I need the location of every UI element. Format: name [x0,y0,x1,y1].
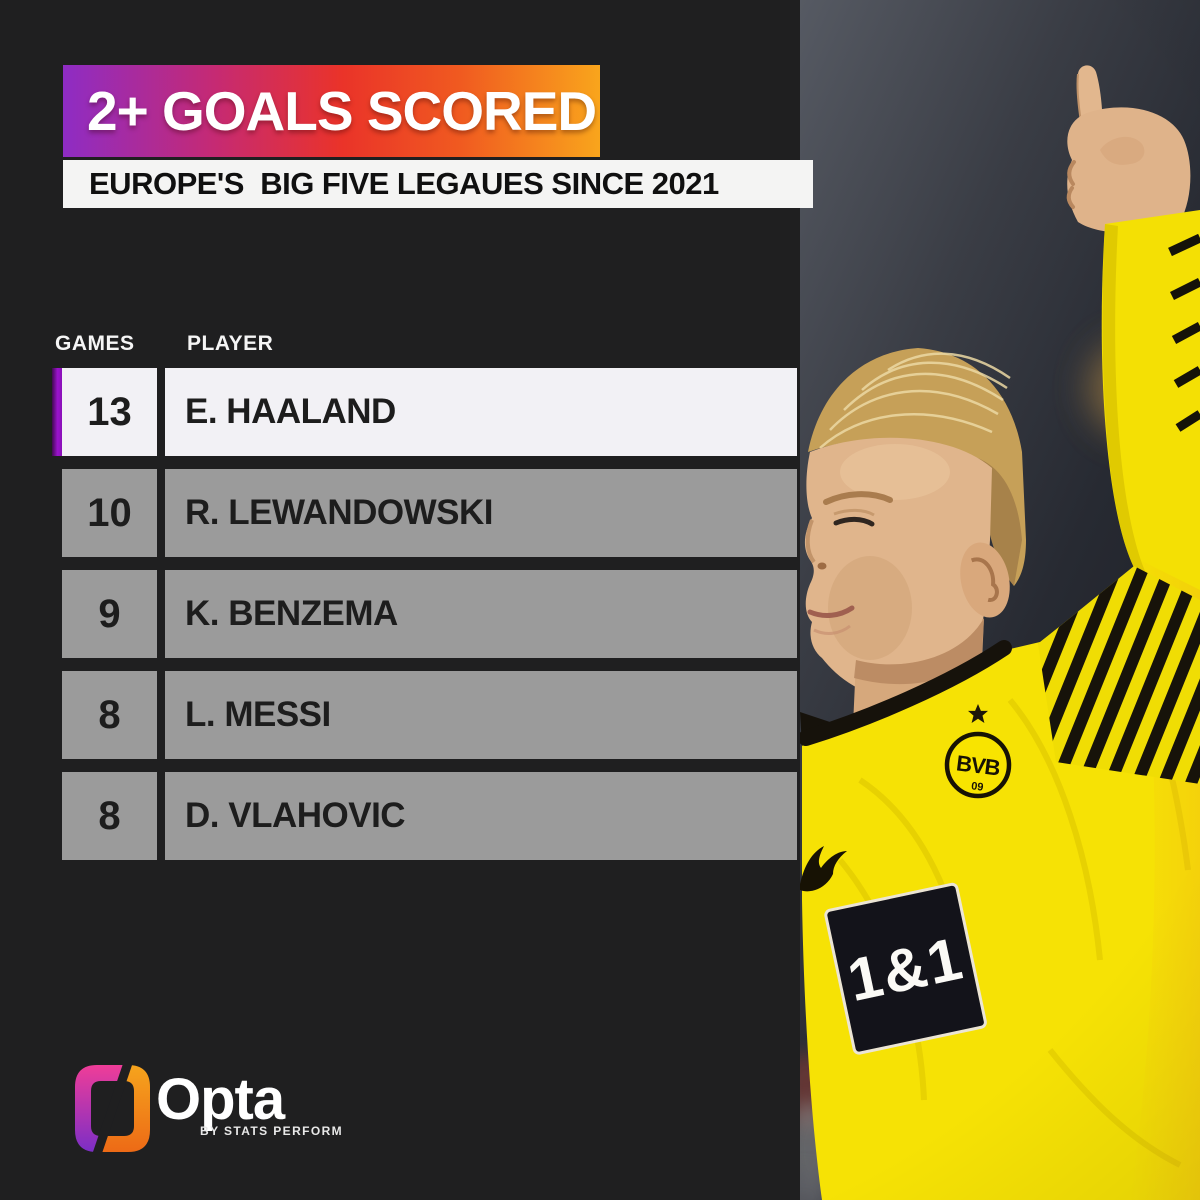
player-cell: L. MESSI [165,671,797,759]
table-row: 8 D. VLAHOVIC [52,772,797,860]
bvb-crest: BVB 09 [944,731,1012,799]
games-column-header: GAMES [55,332,135,355]
raised-hand [1066,65,1191,233]
player-cell: K. BENZEMA [165,570,797,658]
highlight-accent-bar [52,570,62,658]
crest-number: 09 [970,780,984,793]
star-icon [968,704,988,723]
player-cell: D. VLAHOVIC [165,772,797,860]
table-row: 13 E. HAALAND [52,368,797,456]
face [804,437,992,697]
opta-wordmark: Opta [156,1067,285,1132]
collar [800,640,1012,746]
subtitle-banner: EUROPE'S BIG FIVE LEGAUES SINCE 2021 [63,160,813,208]
player-head [804,348,1026,766]
player-cell: E. HAALAND [165,368,797,456]
highlight-accent-bar [52,671,62,759]
title-banner: 2+ GOALS SCORED [63,65,600,157]
hair-streaks [819,352,1011,449]
page-subtitle: EUROPE'S BIG FIVE LEGAUES SINCE 2021 [89,166,719,201]
ear [960,542,1010,618]
highlight-accent-bar [52,469,62,557]
shoulder-stripe-panel [1038,566,1200,784]
highlight-accent-bar [52,368,62,456]
player-column-header: PLAYER [187,332,274,355]
games-cell: 8 [62,671,157,759]
page-title: 2+ GOALS SCORED [87,80,597,142]
stats-table: 13 E. HAALAND 10 R. LEWANDOWSKI 9 K. BENZEMA 8… [52,368,797,873]
player-photo: BVB 09 1&1 [800,0,1200,1200]
opta-logo-icon [75,1065,150,1152]
hair [808,348,1026,586]
stats-perform-tagline: BY STATS PERFORM [200,1124,344,1138]
games-cell: 8 [62,772,157,860]
highlight-accent-bar [52,772,62,860]
sleeve-trim-stripes [1168,233,1200,432]
mouth [807,605,855,618]
fist [1067,107,1191,233]
raised-arm-sleeve [1101,210,1200,625]
jersey: BVB 09 1&1 [800,560,1200,1200]
games-cell: 13 [62,368,157,456]
nose [805,519,816,564]
table-row: 8 L. MESSI [52,671,797,759]
sponsor-patch: 1&1 [824,882,987,1055]
puma-logo-icon [800,846,847,892]
player-cell: R. LEWANDOWSKI [165,469,797,557]
thumb [1100,136,1145,165]
table-row: 9 K. BENZEMA [52,570,797,658]
eyebrow [823,491,893,505]
games-cell: 9 [62,570,157,658]
games-cell: 10 [62,469,157,557]
eye [833,516,875,527]
table-row: 10 R. LEWANDOWSKI [52,469,797,557]
crest-text: BVB [955,750,1001,780]
